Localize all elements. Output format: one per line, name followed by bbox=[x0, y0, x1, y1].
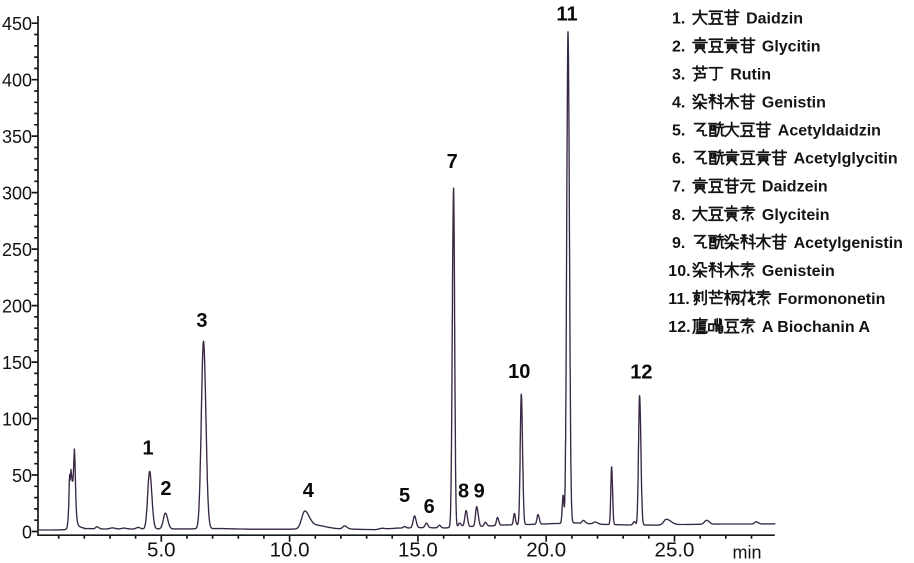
svg-text:10.: 10. bbox=[668, 263, 690, 280]
svg-text:10.0: 10.0 bbox=[270, 539, 310, 562]
svg-text:150: 150 bbox=[2, 353, 32, 373]
svg-text:100: 100 bbox=[2, 409, 32, 429]
svg-text:12: 12 bbox=[630, 362, 652, 384]
svg-text:5.0: 5.0 bbox=[147, 539, 176, 562]
svg-text:Daidzein: Daidzein bbox=[762, 179, 828, 196]
svg-text:Rutin: Rutin bbox=[730, 67, 771, 84]
svg-text:25.0: 25.0 bbox=[655, 539, 695, 562]
svg-text:11: 11 bbox=[556, 4, 577, 26]
svg-text:Formononetin: Formononetin bbox=[778, 291, 886, 308]
svg-text:450: 450 bbox=[2, 14, 32, 34]
svg-text:min: min bbox=[732, 543, 761, 563]
svg-text:6: 6 bbox=[424, 496, 435, 518]
svg-text:350: 350 bbox=[2, 127, 32, 147]
svg-text:50: 50 bbox=[12, 466, 32, 486]
svg-text:0: 0 bbox=[22, 522, 32, 542]
svg-text:300: 300 bbox=[2, 183, 32, 203]
svg-text:9.: 9. bbox=[672, 235, 685, 252]
svg-text:7.: 7. bbox=[672, 179, 685, 196]
svg-text:11.: 11. bbox=[668, 291, 689, 308]
svg-text:6.: 6. bbox=[672, 151, 685, 168]
svg-text:250: 250 bbox=[2, 240, 32, 260]
svg-text:5: 5 bbox=[399, 485, 410, 507]
svg-text:2.: 2. bbox=[672, 38, 685, 55]
svg-text:3.: 3. bbox=[672, 67, 685, 84]
svg-text:4.: 4. bbox=[672, 95, 685, 112]
svg-text:9: 9 bbox=[474, 481, 485, 503]
svg-text:Acetyldaidzin: Acetyldaidzin bbox=[778, 123, 881, 140]
svg-text:10: 10 bbox=[508, 361, 530, 383]
svg-text:20.0: 20.0 bbox=[526, 539, 566, 562]
svg-text:Glycitin: Glycitin bbox=[762, 38, 821, 55]
svg-text:15.0: 15.0 bbox=[398, 539, 438, 562]
svg-text:7: 7 bbox=[447, 151, 458, 173]
svg-text:1: 1 bbox=[143, 437, 154, 459]
svg-text:Genistin: Genistin bbox=[762, 95, 826, 112]
svg-text:4: 4 bbox=[303, 480, 315, 502]
svg-text:Genistein: Genistein bbox=[762, 263, 835, 280]
svg-text:8.: 8. bbox=[672, 207, 685, 224]
svg-text:1.: 1. bbox=[672, 10, 685, 27]
svg-text:2: 2 bbox=[160, 478, 171, 500]
svg-text:Glycitein: Glycitein bbox=[762, 207, 830, 224]
svg-text:Acetylglycitin: Acetylglycitin bbox=[794, 151, 898, 168]
svg-text:400: 400 bbox=[2, 71, 32, 91]
svg-text:Acetylgenistin: Acetylgenistin bbox=[794, 235, 903, 252]
svg-text:A Biochanin A: A Biochanin A bbox=[762, 319, 871, 336]
svg-text:8: 8 bbox=[458, 481, 469, 503]
svg-text:12.: 12. bbox=[668, 319, 690, 336]
svg-text:5.: 5. bbox=[672, 123, 685, 140]
svg-text:3: 3 bbox=[196, 310, 207, 332]
svg-text:200: 200 bbox=[2, 296, 32, 316]
svg-text:Daidzin: Daidzin bbox=[746, 10, 803, 27]
